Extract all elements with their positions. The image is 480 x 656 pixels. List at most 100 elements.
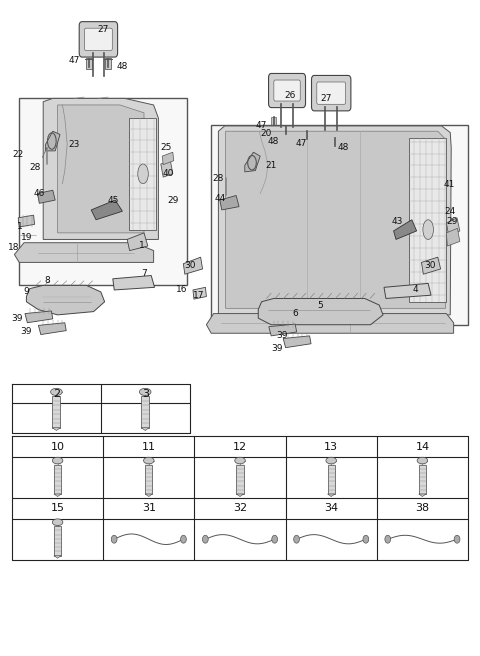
- Text: 16: 16: [176, 285, 187, 295]
- FancyBboxPatch shape: [79, 22, 118, 57]
- Ellipse shape: [52, 519, 63, 525]
- Polygon shape: [226, 131, 445, 308]
- Text: 19: 19: [21, 233, 32, 242]
- Ellipse shape: [417, 457, 428, 464]
- Text: 22: 22: [12, 150, 24, 159]
- Bar: [86, 58, 92, 69]
- FancyBboxPatch shape: [84, 28, 112, 51]
- Text: 47: 47: [256, 121, 267, 131]
- FancyBboxPatch shape: [317, 82, 346, 104]
- Polygon shape: [236, 494, 244, 497]
- Bar: [409, 138, 446, 302]
- Polygon shape: [245, 152, 260, 172]
- Ellipse shape: [139, 388, 151, 396]
- Polygon shape: [421, 257, 441, 274]
- Ellipse shape: [52, 457, 63, 464]
- Bar: [305, 131, 310, 139]
- Polygon shape: [446, 218, 460, 236]
- Polygon shape: [127, 233, 148, 251]
- Ellipse shape: [235, 457, 245, 464]
- Text: 14: 14: [415, 441, 430, 452]
- Polygon shape: [446, 228, 460, 246]
- Bar: [52, 396, 60, 428]
- Polygon shape: [394, 220, 417, 239]
- Polygon shape: [283, 336, 311, 348]
- Polygon shape: [54, 494, 61, 497]
- Polygon shape: [161, 161, 173, 177]
- Text: 27: 27: [97, 25, 109, 34]
- Text: 26: 26: [285, 91, 296, 100]
- Polygon shape: [183, 257, 203, 274]
- Text: 48: 48: [117, 62, 128, 72]
- Text: 40: 40: [162, 169, 174, 178]
- Text: 13: 13: [324, 441, 338, 452]
- Text: 18: 18: [8, 243, 19, 253]
- Text: 34: 34: [324, 503, 338, 514]
- FancyBboxPatch shape: [312, 75, 351, 111]
- Text: 32: 32: [233, 503, 247, 514]
- Text: 23: 23: [69, 140, 80, 149]
- Text: 47: 47: [69, 56, 80, 65]
- Text: 1: 1: [17, 222, 23, 231]
- Polygon shape: [58, 105, 144, 233]
- Bar: [54, 464, 61, 494]
- Polygon shape: [26, 285, 105, 315]
- Text: 39: 39: [21, 327, 32, 336]
- Text: 5: 5: [318, 300, 324, 310]
- Polygon shape: [25, 311, 53, 323]
- Polygon shape: [43, 98, 158, 239]
- Text: 12: 12: [233, 441, 247, 452]
- Bar: [419, 464, 426, 494]
- Circle shape: [272, 535, 277, 543]
- Bar: [145, 464, 153, 494]
- Polygon shape: [206, 314, 454, 333]
- Text: 10: 10: [50, 441, 65, 452]
- Circle shape: [203, 535, 208, 543]
- Text: 28: 28: [29, 163, 40, 172]
- Polygon shape: [162, 152, 174, 165]
- Text: 29: 29: [446, 217, 458, 226]
- Text: 28: 28: [213, 174, 224, 183]
- Text: 48: 48: [337, 143, 349, 152]
- Text: 6: 6: [292, 309, 298, 318]
- Text: 8: 8: [44, 276, 50, 285]
- Polygon shape: [113, 276, 155, 290]
- Ellipse shape: [326, 457, 336, 464]
- Polygon shape: [258, 298, 383, 325]
- Bar: [54, 526, 61, 556]
- Text: 48: 48: [268, 136, 279, 146]
- Polygon shape: [52, 428, 60, 430]
- Bar: [19, 98, 187, 285]
- Text: 38: 38: [415, 503, 430, 514]
- Circle shape: [385, 535, 391, 543]
- Circle shape: [454, 535, 460, 543]
- Polygon shape: [46, 131, 60, 151]
- Ellipse shape: [50, 388, 62, 396]
- Bar: [271, 117, 276, 125]
- Text: 1: 1: [139, 241, 144, 251]
- Polygon shape: [38, 323, 66, 335]
- Bar: [236, 464, 244, 494]
- Text: 45: 45: [107, 195, 119, 205]
- Circle shape: [294, 535, 300, 543]
- Polygon shape: [384, 283, 431, 298]
- Text: 39: 39: [276, 331, 288, 340]
- Text: 11: 11: [142, 441, 156, 452]
- Bar: [129, 118, 156, 230]
- Text: 39: 39: [11, 314, 23, 323]
- Ellipse shape: [138, 164, 148, 184]
- Polygon shape: [14, 243, 154, 262]
- Text: 29: 29: [167, 195, 179, 205]
- Polygon shape: [419, 494, 426, 497]
- Polygon shape: [220, 195, 239, 210]
- Polygon shape: [218, 126, 451, 315]
- Text: 39: 39: [272, 344, 283, 354]
- Ellipse shape: [423, 220, 433, 239]
- Text: 30: 30: [424, 261, 435, 270]
- Circle shape: [111, 535, 117, 543]
- Polygon shape: [91, 200, 122, 220]
- Polygon shape: [145, 494, 153, 497]
- Text: 41: 41: [443, 180, 455, 190]
- FancyBboxPatch shape: [274, 80, 300, 101]
- Polygon shape: [327, 494, 335, 497]
